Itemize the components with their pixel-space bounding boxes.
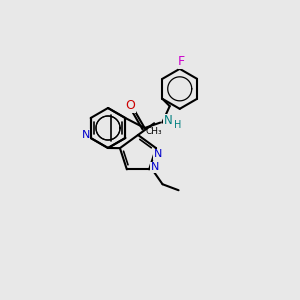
Text: H: H (174, 120, 182, 130)
Text: N: N (164, 114, 172, 127)
Text: N: N (151, 162, 159, 172)
Text: F: F (178, 55, 185, 68)
Text: N: N (154, 149, 162, 159)
Text: O: O (126, 99, 136, 112)
Text: N: N (82, 130, 90, 140)
Text: CH₃: CH₃ (146, 127, 163, 136)
